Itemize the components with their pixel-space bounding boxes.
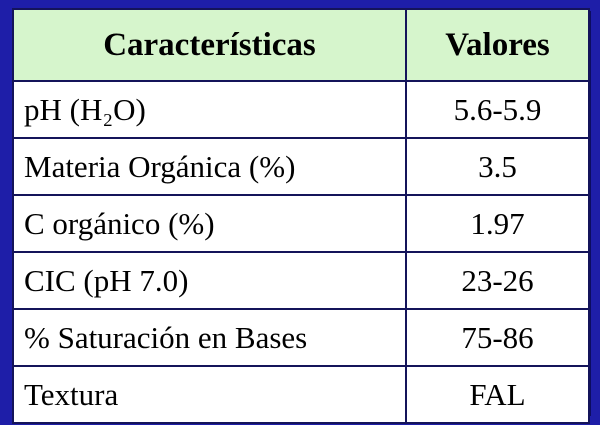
table-row: Textura FAL (12, 365, 590, 424)
value-cell: FAL (405, 365, 590, 424)
value-cell: 3.5 (405, 137, 590, 196)
label-cell: Materia Orgánica (%) (12, 137, 407, 196)
value-cell: 75-86 (405, 308, 590, 367)
label-cell: C orgánico (%) (12, 194, 407, 253)
table-row: Materia Orgánica (%) 3.5 (12, 137, 590, 196)
table-body: pH (H₂O) 5.6-5.9 Materia Orgánica (%) 3.5 C … (12, 80, 590, 424)
label-cell: pH (H₂O) (12, 80, 407, 139)
table: Características Valores pH (H₂O) 5.6-5.9 M… (12, 8, 590, 424)
label-cell: % Saturación en Bases (12, 308, 407, 367)
value-cell: 23-26 (405, 251, 590, 310)
table-row: C orgánico (%) 1.97 (12, 194, 590, 253)
table-frame: Características Valores pH (H₂O) 5.6-5.9 M… (12, 8, 590, 424)
label-cell: CIC (pH 7.0) (12, 251, 407, 310)
table-row: CIC (pH 7.0) 23-26 (12, 251, 590, 310)
value-cell: 1.97 (405, 194, 590, 253)
table-row: pH (H₂O) 5.6-5.9 (12, 80, 590, 139)
table-header: Características Valores (12, 8, 590, 82)
table-row: % Saturación en Bases 75-86 (12, 308, 590, 367)
label-cell: Textura (12, 365, 407, 424)
header-cell: Características (12, 8, 407, 82)
value-cell: 5.6-5.9 (405, 80, 590, 139)
header-row: Características Valores (12, 8, 590, 82)
header-cell: Valores (405, 8, 590, 82)
